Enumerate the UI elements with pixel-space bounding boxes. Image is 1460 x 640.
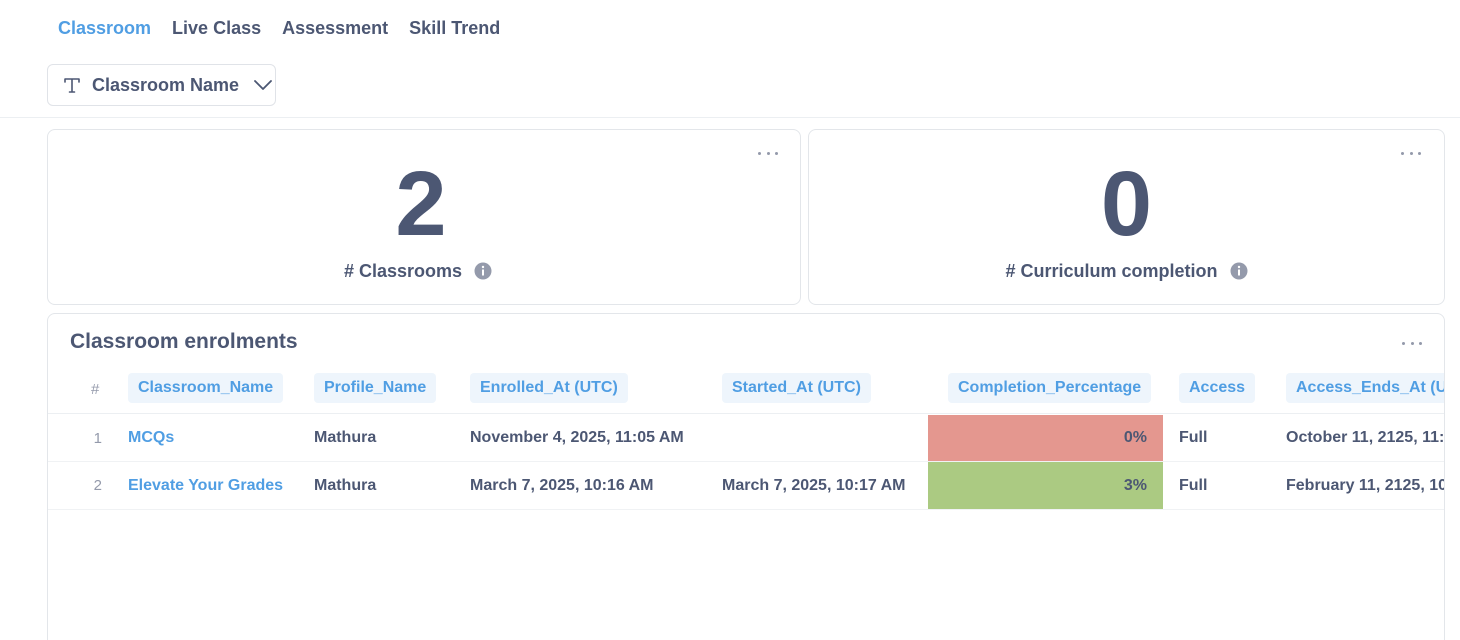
card-menu-icon[interactable] xyxy=(1402,338,1422,348)
classroom-enrolments-card: Classroom enrolments # Classroom_Name Pr… xyxy=(47,313,1445,640)
tab-classroom[interactable]: Classroom xyxy=(58,18,152,38)
classrooms-title: # Classrooms xyxy=(36,259,800,283)
table-row: 2 Elevate Your Grades Mathura March 7, 2… xyxy=(48,462,1444,510)
dashboard-tabs: Classroom Live Class Assessment Skill Tr… xyxy=(58,16,500,40)
curriculum-completion-value: 0 xyxy=(1100,153,1153,255)
text-type-icon xyxy=(62,75,82,95)
info-icon[interactable] xyxy=(1230,262,1248,280)
curriculum-completion-title: # Curriculum completion xyxy=(809,259,1444,283)
enrolled-at-cell: November 4, 2025, 11:05 AM xyxy=(470,429,684,446)
header-divider xyxy=(0,117,1460,118)
tab-skill-trend[interactable]: Skill Trend xyxy=(409,18,501,38)
started-at-cell: March 7, 2025, 10:17 AM xyxy=(722,476,906,494)
column-header-classroom-name[interactable]: Classroom_Name xyxy=(128,373,284,403)
column-header-access[interactable]: Access xyxy=(1179,373,1256,403)
curriculum-completion-scalar-card: 0 # Curriculum completion xyxy=(808,129,1445,305)
column-header-started-at[interactable]: Started_At (UTC) xyxy=(722,373,871,403)
table-row: 1 MCQs Mathura November 4, 2025, 11:05 A… xyxy=(48,415,1444,462)
tab-assessment[interactable]: Assessment xyxy=(282,18,389,38)
completion-percentage-cell: 0% xyxy=(928,415,1163,461)
classroom-name-link[interactable]: Elevate Your Grades xyxy=(128,476,284,494)
access-cell: Full xyxy=(1179,429,1208,446)
classroom-name-filter[interactable]: Classroom Name xyxy=(47,64,276,106)
access-cell: Full xyxy=(1179,476,1208,494)
row-index: 2 xyxy=(93,477,102,494)
column-header-completion-percentage[interactable]: Completion_Percentage xyxy=(948,373,1152,403)
tab-live-class[interactable]: Live Class xyxy=(172,18,262,38)
chevron-down-icon xyxy=(253,75,273,95)
access-ends-at-cell: February 11, 2125, 10:16 AM xyxy=(1286,476,1444,494)
profile-name-cell: Mathura xyxy=(314,476,377,494)
table-title: Classroom enrolments xyxy=(70,330,298,353)
classrooms-value: 2 xyxy=(395,153,447,255)
access-ends-at-cell: October 11, 2125, 11:05 AM xyxy=(1286,429,1445,446)
info-icon[interactable] xyxy=(474,262,492,280)
column-header-profile-name[interactable]: Profile_Name xyxy=(314,373,437,403)
card-menu-icon[interactable] xyxy=(758,148,778,158)
card-menu-icon[interactable] xyxy=(1401,148,1421,158)
classrooms-scalar-card: 2 # Classrooms xyxy=(47,129,801,305)
index-header: # xyxy=(91,381,100,398)
column-header-enrolled-at[interactable]: Enrolled_At (UTC) xyxy=(470,373,628,403)
filter-label: Classroom Name xyxy=(92,74,240,95)
column-header-access-ends-at[interactable]: Access_Ends_At (UTC) xyxy=(1286,373,1444,403)
enrolled-at-cell: March 7, 2025, 10:16 AM xyxy=(470,476,654,494)
row-index: 1 xyxy=(93,429,102,447)
profile-name-cell: Mathura xyxy=(314,429,377,446)
completion-percentage-cell: 3% xyxy=(928,462,1163,509)
classrooms-title-text: # Classrooms xyxy=(343,261,463,281)
classroom-name-link[interactable]: MCQs xyxy=(128,429,175,446)
curriculum-completion-title-text: # Curriculum completion xyxy=(1005,261,1218,281)
table-header-row: # Classroom_Name Profile_Name Enrolled_A… xyxy=(48,372,1444,414)
